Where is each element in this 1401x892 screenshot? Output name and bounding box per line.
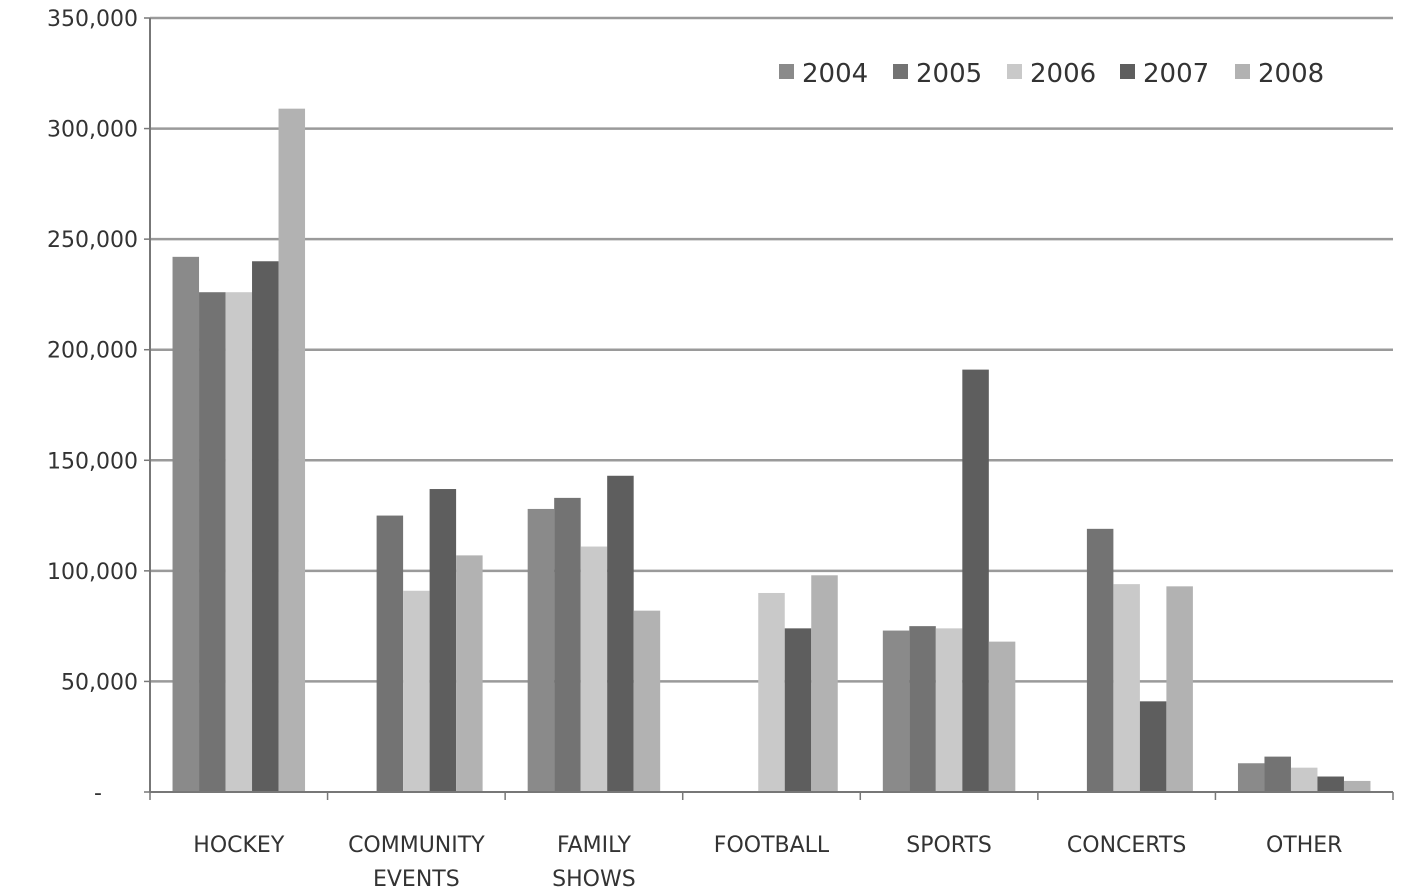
legend: 2004 2005 2006 2007 2008	[779, 59, 1324, 89]
bar-2005	[909, 626, 936, 792]
bar-2004	[527, 508, 555, 792]
bar-2008	[1343, 780, 1371, 792]
legend-swatch-2004	[779, 64, 794, 79]
bar-2005	[554, 497, 581, 792]
bar-2008	[456, 555, 483, 792]
bar-2007	[962, 369, 989, 792]
x-category-label: OTHER	[1266, 833, 1342, 858]
bar-2006	[403, 590, 430, 792]
bar-2007	[252, 261, 279, 792]
x-category-label-line: CONCERTS	[1067, 833, 1187, 858]
x-category-label: FAMILY SHOWS	[552, 833, 636, 892]
legend-swatch-2007	[1120, 64, 1135, 79]
gridlines	[150, 16, 1393, 683]
x-category-label: FOOTBALL	[714, 833, 830, 858]
x-category-label-line: OTHER	[1266, 833, 1342, 858]
y-tick-label: -	[94, 781, 102, 806]
bar-2004	[882, 630, 910, 792]
legend-swatch-2005	[893, 64, 908, 79]
x-category-label-line: EVENTS	[373, 867, 460, 892]
y-tick-label: 150,000	[47, 449, 138, 474]
legend-label-2005: 2005	[916, 59, 982, 89]
y-tick-label: 350,000	[47, 7, 138, 32]
bar-2007	[607, 475, 634, 792]
bars	[172, 108, 1371, 792]
x-category-label-line: FOOTBALL	[714, 833, 830, 858]
x-category-label-line: SPORTS	[906, 833, 992, 858]
bar-2006	[758, 592, 785, 792]
bar-2008	[988, 641, 1016, 792]
legend-label-2007: 2007	[1143, 59, 1209, 89]
bar-2008	[278, 108, 306, 792]
bar-2005	[1086, 528, 1114, 792]
x-category-label-line: COMMUNITY	[348, 833, 485, 858]
x-category-label: COMMUNITY EVENTS	[348, 833, 485, 892]
x-category-label: HOCKEY	[193, 833, 285, 858]
bar-2006	[580, 546, 608, 792]
bar-2007	[429, 489, 457, 792]
bar-2006	[935, 628, 963, 792]
x-axis-categories: HOCKEY COMMUNITY EVENTS FAMILY SHOWS FOOTBALL…	[193, 833, 1342, 892]
legend-label-2006: 2006	[1030, 59, 1096, 89]
y-tick-label: 300,000	[47, 118, 138, 143]
x-category-label-line: HOCKEY	[193, 833, 285, 858]
x-category-label: CONCERTS	[1067, 833, 1187, 858]
x-category-label-line: SHOWS	[552, 867, 636, 892]
bar-2004	[172, 256, 200, 792]
bar-2005	[1264, 756, 1291, 792]
y-axis-ticks: - 50,000 100,000 150,000 200,000 250,000 300,0…	[47, 7, 150, 806]
y-tick-label: 100,000	[47, 560, 138, 585]
bar-2006	[1290, 767, 1318, 792]
legend-swatch-2006	[1007, 64, 1022, 79]
bar-2008	[811, 575, 838, 792]
bar-2007	[1317, 776, 1344, 792]
bar-2006	[1113, 584, 1140, 792]
legend-label-2004: 2004	[802, 59, 868, 89]
y-tick-label: 200,000	[47, 339, 138, 364]
axes	[149, 18, 1394, 800]
bar-2005	[376, 515, 404, 792]
bar-2005	[199, 292, 226, 792]
x-category-label-line: FAMILY	[557, 833, 631, 858]
bar-2008	[633, 610, 661, 792]
bar-2004	[1237, 763, 1265, 792]
legend-swatch-2008	[1235, 64, 1250, 79]
y-tick-label: 250,000	[47, 228, 138, 253]
bar-2007	[1139, 701, 1167, 792]
legend-label-2008: 2008	[1258, 59, 1324, 89]
bar-2008	[1166, 586, 1193, 792]
x-category-label: SPORTS	[906, 833, 992, 858]
y-tick-label: 50,000	[61, 670, 138, 695]
bar-2006	[225, 292, 253, 792]
bar-2007	[784, 628, 812, 792]
